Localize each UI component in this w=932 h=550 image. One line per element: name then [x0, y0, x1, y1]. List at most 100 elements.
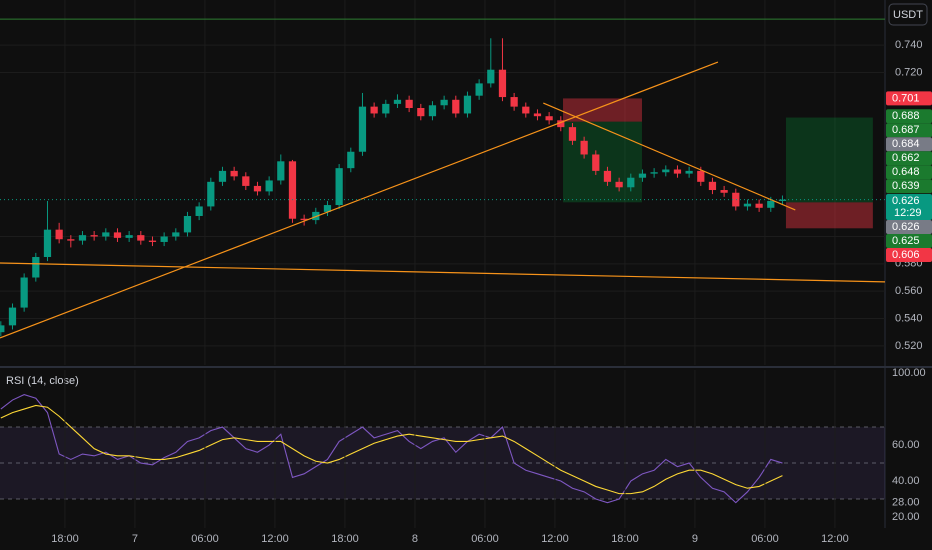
rsi-tick-label: 28.00 [892, 497, 920, 509]
x-tick-label: 18:00 [51, 533, 79, 545]
rsi-tick-label: 40.00 [892, 475, 920, 487]
candle-body [417, 107, 425, 117]
rsi-tick-label: 100.00 [892, 367, 926, 379]
candle-body [557, 120, 565, 128]
price-countdown: 12:29 [894, 207, 922, 219]
price-label: 0.625 [892, 235, 920, 247]
rsi-line [0, 394, 783, 504]
y-tick-label: 0.720 [895, 66, 923, 78]
price-label: 0.626 [892, 195, 920, 207]
candle-body [627, 177, 635, 188]
price-label-bg [886, 193, 932, 220]
trend-line [543, 102, 796, 211]
candle-body [498, 69, 507, 98]
trend-line [0, 61, 719, 339]
candle-body [382, 103, 390, 114]
candle-body [662, 169, 670, 173]
candle-body [475, 83, 483, 96]
rsi-line [0, 404, 783, 495]
candle-body [545, 116, 553, 121]
trend-line [0, 262, 886, 283]
candle-body [288, 161, 297, 219]
candle-body [323, 205, 332, 212]
indicator-title: RSI (14, close) [6, 375, 79, 387]
candle-body [743, 203, 752, 207]
price-label: 0.684 [892, 138, 920, 150]
position-stop-zone [785, 202, 873, 229]
rsi-tick-label: 20.00 [892, 511, 920, 523]
price-label: 0.701 [892, 92, 920, 104]
candle-body [405, 99, 413, 108]
candle-body [592, 154, 600, 171]
candle-body [615, 181, 623, 188]
candle-body [172, 232, 180, 237]
candle-body [778, 199, 787, 201]
price-label: 0.626 [892, 221, 920, 233]
candle-body [277, 161, 285, 181]
candle-body [720, 190, 728, 193]
y-tick-label: 0.520 [895, 340, 923, 352]
price-label: 0.639 [892, 180, 920, 192]
candle-body [347, 151, 355, 169]
price-label-bg [886, 91, 932, 106]
candle-body [218, 170, 227, 182]
candle-body [732, 192, 740, 207]
candle-body [113, 232, 122, 238]
x-tick-label: 12:00 [261, 533, 289, 545]
candle-body [20, 277, 28, 308]
candle-body [487, 69, 495, 84]
price-label: 0.662 [892, 152, 920, 164]
candle-body [67, 239, 75, 241]
currency-label: USDT [893, 9, 923, 21]
candle-body [428, 105, 437, 117]
candle-body [335, 168, 343, 206]
candle-body [195, 206, 203, 216]
candle-body [358, 106, 367, 152]
candle-body [638, 173, 647, 178]
y-tick-label: 0.540 [895, 312, 923, 324]
candle-body [767, 200, 775, 208]
candle-body [230, 170, 238, 177]
candle-body [650, 172, 658, 174]
position-target-zone [785, 117, 873, 203]
candle-body [43, 229, 52, 258]
y-tick-label: 0.740 [895, 39, 923, 51]
candle-body [32, 257, 40, 278]
candle-body [522, 106, 530, 114]
candle-body [253, 185, 262, 192]
candle-body [510, 97, 518, 107]
candle-body [393, 99, 402, 104]
candle-body [0, 325, 5, 333]
price-label-bg [886, 151, 932, 166]
position-target-zone [563, 121, 642, 203]
candle-body [148, 240, 157, 242]
x-tick-label: 9 [692, 533, 698, 545]
x-tick-label: 06:00 [191, 533, 219, 545]
price-label-bg [886, 109, 932, 124]
candle-body [242, 176, 250, 186]
x-tick-label: 18:00 [331, 533, 359, 545]
x-tick-label: 7 [132, 533, 138, 545]
candle-body [137, 235, 145, 241]
x-tick-label: 06:00 [471, 533, 499, 545]
price-label: 0.688 [892, 110, 920, 122]
candle-body [673, 169, 682, 174]
price-label-bg [886, 219, 932, 234]
candle-body [265, 180, 273, 192]
candle-body [370, 106, 378, 114]
x-tick-label: 8 [412, 533, 418, 545]
candle-body [568, 127, 577, 141]
candle-body [708, 181, 717, 191]
candle-body [102, 232, 110, 237]
candle-body [580, 140, 588, 155]
candle-body [160, 236, 168, 242]
price-label: 0.606 [892, 249, 920, 261]
candle-body [463, 95, 472, 114]
currency-button[interactable] [888, 3, 928, 26]
x-tick-label: 18:00 [611, 533, 639, 545]
candle-body [8, 307, 17, 326]
price-label-bg [886, 165, 932, 180]
candle-body [90, 235, 98, 237]
